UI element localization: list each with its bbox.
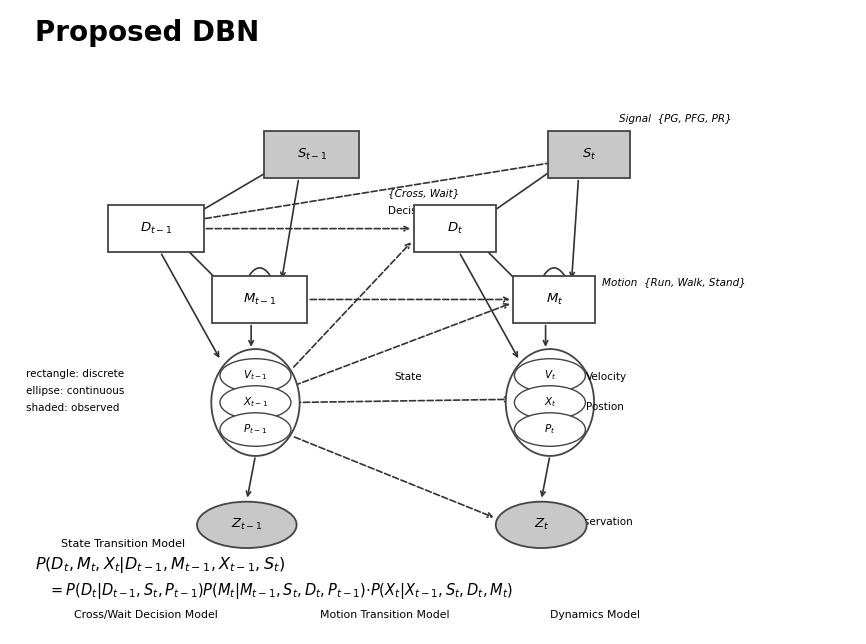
- Ellipse shape: [514, 386, 585, 419]
- Text: Dynamics Model: Dynamics Model: [550, 610, 640, 620]
- Text: $S_t$: $S_t$: [582, 147, 596, 162]
- Text: State Transition Model: State Transition Model: [61, 539, 184, 549]
- FancyArrowPatch shape: [294, 304, 508, 385]
- FancyArrowPatch shape: [310, 298, 508, 301]
- FancyArrowPatch shape: [195, 163, 552, 222]
- FancyArrowPatch shape: [478, 242, 520, 285]
- Text: Decision: Decision: [388, 206, 433, 216]
- FancyArrowPatch shape: [195, 170, 270, 214]
- FancyBboxPatch shape: [108, 205, 204, 252]
- Ellipse shape: [220, 359, 291, 392]
- FancyArrowPatch shape: [246, 458, 255, 496]
- Text: $Z_t$: $Z_t$: [533, 517, 549, 533]
- FancyArrowPatch shape: [488, 170, 552, 214]
- Ellipse shape: [220, 413, 291, 446]
- Text: shaded: observed: shaded: observed: [26, 403, 120, 413]
- Text: rectangle: discrete: rectangle: discrete: [26, 368, 124, 379]
- Text: $S_{t-1}$: $S_{t-1}$: [296, 147, 327, 162]
- FancyBboxPatch shape: [264, 131, 359, 178]
- Text: $V_{t-1}$: $V_{t-1}$: [243, 368, 268, 383]
- FancyArrowPatch shape: [294, 397, 509, 402]
- Text: State: State: [394, 372, 422, 382]
- Ellipse shape: [514, 413, 585, 446]
- Text: $P_t$: $P_t$: [544, 422, 556, 437]
- Text: $D_{t-1}$: $D_{t-1}$: [139, 221, 172, 236]
- Text: $Z_{t-1}$: $Z_{t-1}$: [231, 517, 262, 533]
- Text: Velocity: Velocity: [586, 372, 627, 382]
- FancyBboxPatch shape: [414, 205, 495, 252]
- Ellipse shape: [495, 502, 587, 548]
- FancyArrowPatch shape: [461, 254, 517, 357]
- FancyArrowPatch shape: [249, 325, 254, 345]
- FancyBboxPatch shape: [547, 131, 630, 178]
- Text: Signal  {PG, PFG, PR}: Signal {PG, PFG, PR}: [619, 114, 732, 124]
- Text: $M_{t-1}$: $M_{t-1}$: [243, 292, 276, 307]
- FancyArrowPatch shape: [570, 180, 578, 277]
- Text: $X_{t-1}$: $X_{t-1}$: [242, 395, 268, 410]
- FancyArrowPatch shape: [540, 458, 549, 496]
- Ellipse shape: [197, 502, 296, 548]
- FancyArrowPatch shape: [162, 254, 218, 357]
- Text: Cross/Wait Decision Model: Cross/Wait Decision Model: [74, 610, 217, 620]
- FancyArrowPatch shape: [294, 243, 410, 367]
- Text: $X_t$: $X_t$: [544, 395, 556, 410]
- Text: Motion  {Run, Walk, Stand}: Motion {Run, Walk, Stand}: [602, 277, 746, 287]
- Text: $D_t$: $D_t$: [447, 221, 462, 236]
- Ellipse shape: [220, 386, 291, 419]
- Text: Proposed DBN: Proposed DBN: [35, 19, 259, 47]
- Ellipse shape: [506, 349, 594, 456]
- FancyBboxPatch shape: [212, 276, 307, 323]
- Text: $V_t$: $V_t$: [544, 368, 556, 383]
- FancyArrowPatch shape: [281, 180, 298, 277]
- FancyArrowPatch shape: [543, 325, 548, 345]
- FancyBboxPatch shape: [513, 276, 596, 323]
- Text: $M_t$: $M_t$: [546, 292, 563, 307]
- FancyArrowPatch shape: [179, 242, 222, 285]
- Text: Observation: Observation: [569, 516, 633, 527]
- Text: $P(D_t, M_t, X_t|D_{t-1}, M_{t-1}, X_{t-1}, S_t)$: $P(D_t, M_t, X_t|D_{t-1}, M_{t-1}, X_{t-…: [35, 555, 285, 576]
- Ellipse shape: [514, 359, 585, 392]
- Text: {Cross, Wait}: {Cross, Wait}: [388, 188, 459, 198]
- Text: Postion: Postion: [586, 402, 624, 412]
- Text: ellipse: continuous: ellipse: continuous: [26, 386, 125, 396]
- FancyArrowPatch shape: [294, 437, 492, 517]
- Text: $P_{t-1}$: $P_{t-1}$: [243, 422, 268, 437]
- FancyArrowPatch shape: [206, 227, 409, 231]
- Text: Motion Transition Model: Motion Transition Model: [320, 610, 450, 620]
- Text: $= P(D_t|D_{t-1}, S_t, P_{t-1})P(M_t|M_{t-1}, S_t, D_t, P_{t-1}){\cdot}P(X_t|X_{: $= P(D_t|D_{t-1}, S_t, P_{t-1})P(M_t|M_{…: [48, 581, 513, 601]
- Ellipse shape: [211, 349, 300, 456]
